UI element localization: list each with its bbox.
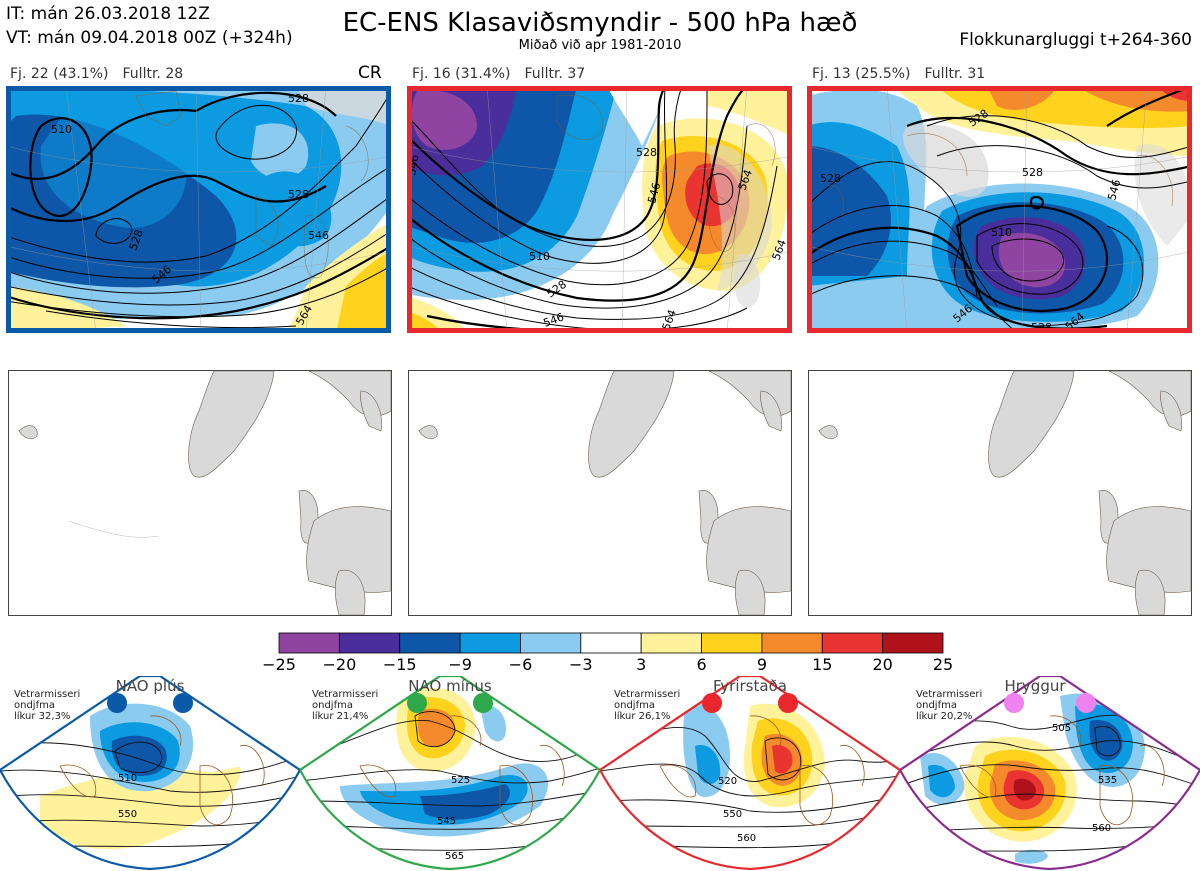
colorbar-tick-label: 15 — [812, 655, 833, 674]
regime-2-note: Vetrarmisseri ondjfma líkur 21,4% — [312, 689, 379, 722]
cluster-3-border — [807, 86, 1192, 333]
colorbar-tick-label: −6 — [508, 655, 533, 674]
cluster-3-contour-label: 528 — [820, 172, 841, 185]
regime-2-dot-left — [407, 693, 427, 713]
cluster-2-count: Fj. 16 (31.4%) — [412, 66, 511, 82]
colorbar-tick-label: −20 — [322, 655, 357, 674]
colorbar-segment — [278, 632, 340, 654]
cluster-1-background-map — [8, 370, 392, 616]
colorbar-tick-label: 25 — [932, 655, 954, 674]
regime-nao-minus[interactable]: 525 545 565 NAO mínus Vetrarmisseri ondj… — [298, 674, 602, 871]
regime-1-contour-label: 550 — [118, 809, 137, 820]
colorbar-segment — [580, 632, 642, 654]
colorbar-tick-label: −15 — [382, 655, 417, 674]
regime-3-dot-right — [778, 693, 798, 713]
cluster-1-border — [6, 86, 391, 333]
cluster-1-count: Fj. 22 (43.1%) — [10, 66, 109, 82]
cluster-2-contour-label: 510 — [529, 250, 550, 263]
cluster-3-contour-label: 546 — [1105, 178, 1123, 202]
regime-2-dot-right — [473, 693, 493, 713]
cluster-1-contour-label: 528 — [288, 188, 309, 201]
cluster-3-contour-label: 528 — [1022, 166, 1043, 179]
cluster-1-representative: Fulltr. 28 — [122, 66, 184, 82]
colorbar-segment — [701, 632, 763, 654]
regime-3-dot-left — [702, 693, 722, 713]
regime-4-dot-left — [1004, 693, 1024, 713]
colorbar-segment — [459, 632, 521, 654]
anomaly-colorbar — [278, 632, 944, 658]
regime-2-fan-outline — [298, 674, 602, 871]
colorbar-segment — [640, 632, 702, 654]
cluster-3-representative: Fulltr. 31 — [924, 66, 986, 82]
regime-nao-plus[interactable]: 510 550 NAO plús Vetrarmisseri ondjfma l… — [0, 674, 302, 871]
cluster-1-mark: CR — [358, 63, 382, 83]
cluster-1-map[interactable]: 510 528 546 546 528 564 528 — [6, 86, 391, 333]
regime-1-fan-outline — [0, 674, 302, 871]
cluster-2-background-map — [408, 370, 792, 616]
cluster-1-contour-label: 528 — [288, 92, 309, 105]
regime-3-contour-label: 560 — [737, 833, 756, 844]
cluster-2-contour-label: 546 — [645, 181, 663, 205]
cluster-1-contour-label: 510 — [51, 123, 72, 136]
cluster-3-count: Fj. 13 (25.5%) — [812, 66, 911, 82]
cluster-3-contour-label: 510 — [991, 226, 1012, 239]
cluster-3-background-map — [808, 370, 1192, 616]
colorbar-tick-label: 6 — [696, 655, 707, 674]
colorbar-segment — [821, 632, 884, 654]
regime-1-name: NAO plús — [115, 677, 185, 695]
cluster-3-map[interactable]: 528 528 528 546 510 546 528 564 — [807, 86, 1192, 333]
colorbar-tick-label: −9 — [448, 655, 472, 674]
regime-1-dot-left — [107, 693, 127, 713]
colorbar-tick-label: 9 — [756, 655, 767, 674]
regime-1-contour-label: 510 — [118, 773, 137, 784]
cluster-3-info: Fj. 13 (25.5%) Fulltr. 31 — [812, 66, 985, 82]
colorbar-segment — [520, 632, 582, 654]
initial-time: IT: mán 26.03.2018 12Z — [6, 4, 210, 24]
colorbar-segment — [338, 632, 401, 654]
cluster-2-info: Fj. 16 (31.4%) Fulltr. 37 — [412, 66, 585, 82]
regime-2-contour-label: 545 — [437, 816, 456, 827]
regime-1-dot-right — [173, 693, 193, 713]
regime-2-contour-label: 565 — [445, 851, 464, 862]
page-title: EC-ENS Klasaviðsmyndir - 500 hPa hæð — [342, 8, 858, 38]
colorbar-tick-label: 20 — [872, 655, 893, 674]
cluster-1-info: Fj. 22 (43.1%) Fulltr. 28 — [10, 66, 183, 82]
regime-1-note: Vetrarmisseri ondjfma líkur 32,3% — [14, 689, 81, 722]
cluster-2-map[interactable]: 528 546 564 510 528 546 564 546 564 — [407, 86, 792, 333]
regime-4-contour-label: 505 — [1052, 723, 1071, 734]
regime-4-fan-outline — [898, 674, 1200, 871]
regime-3-contour-label: 520 — [718, 776, 737, 787]
cluster-2-representative: Fulltr. 37 — [524, 66, 586, 82]
colorbar-segment — [882, 632, 944, 654]
climatology-subtitle: Miðað við apr 1981-2010 — [518, 38, 682, 53]
regime-blocking[interactable]: 520 550 560 Fyrirstaða Vetrarmisseri ond… — [598, 674, 902, 871]
regime-2-contour-label: 525 — [451, 775, 470, 786]
cluster-2-border — [407, 86, 792, 333]
regime-4-dot-right — [1076, 693, 1096, 713]
colorbar-segment — [399, 632, 461, 654]
regime-4-note: Vetrarmisseri ondjfma líkur 20,2% — [916, 689, 983, 722]
regime-3-fan-outline — [598, 674, 902, 871]
colorbar-segment — [761, 632, 823, 654]
colorbar-tick-label: 3 — [636, 655, 647, 674]
regime-3-contour-label: 550 — [723, 809, 742, 820]
regime-4-contour-label: 560 — [1092, 823, 1111, 834]
valid-time: VT: mán 09.04.2018 00Z (+324h) — [6, 28, 293, 48]
regime-3-note: Vetrarmisseri ondjfma líkur 26,1% — [614, 689, 681, 722]
regime-4-name: Hryggur — [1004, 677, 1066, 695]
regime-2-name: NAO mínus — [408, 677, 492, 695]
cluster-2-contour-label: 528 — [636, 146, 657, 159]
regime-4-contour-label: 535 — [1098, 775, 1117, 786]
colorbar-tick-label: −25 — [262, 655, 296, 674]
regime-3-name: Fyrirstaða — [713, 677, 787, 695]
regime-ridge[interactable]: 505 535 560 Hryggur Vetrarmisseri ondjfm… — [898, 674, 1200, 871]
colorbar-tick-label: −3 — [569, 655, 593, 674]
cluster-1-contour-label: 546 — [308, 229, 329, 242]
clustering-window: Flokkunargluggi t+264-360 — [959, 30, 1192, 50]
